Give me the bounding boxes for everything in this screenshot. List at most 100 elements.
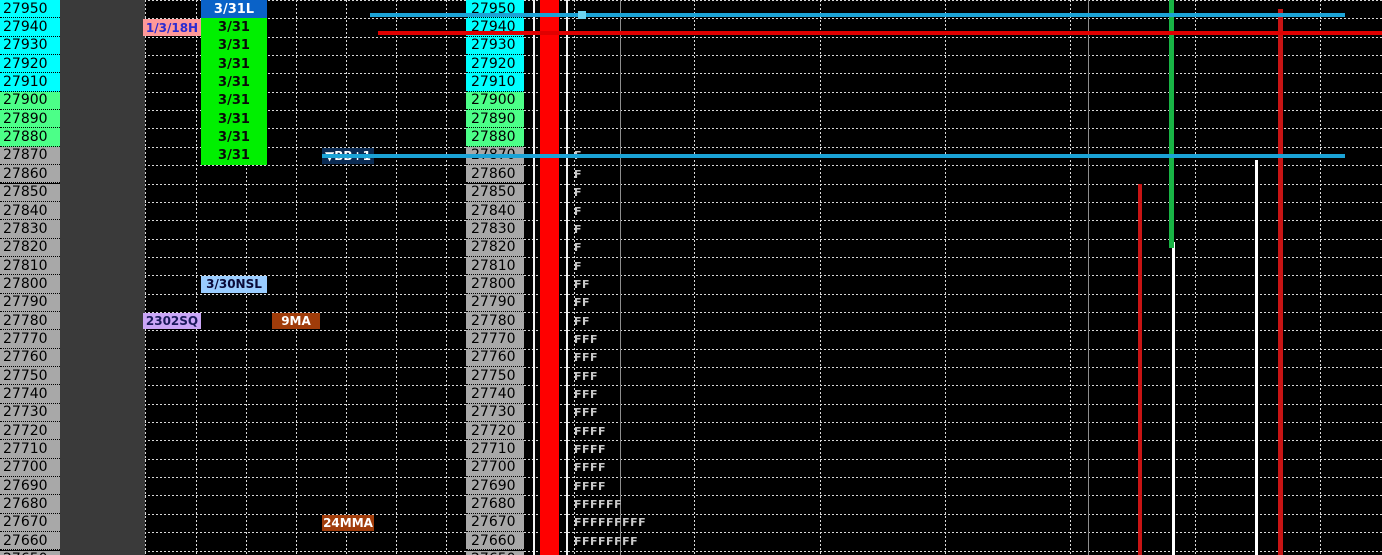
price-row-27800[interactable]: 27800 (0, 275, 60, 294)
price-row-27770[interactable]: 27770 (466, 330, 524, 349)
price-row-27760[interactable]: 27760 (466, 348, 524, 367)
price-row-27810[interactable]: 27810 (0, 256, 60, 276)
session-cell-27940[interactable]: 3/31 (218, 20, 250, 36)
session-cell-27900[interactable]: 3/31 (218, 93, 250, 109)
price-row-27900[interactable]: 27900 (466, 91, 524, 111)
price-row-27740[interactable]: 27740 (466, 385, 524, 404)
price-row-27910[interactable]: 27910 (466, 73, 524, 92)
price-row-27800[interactable]: 27800 (466, 275, 524, 294)
price-label: 27670 (3, 514, 48, 531)
session-cell-27910[interactable]: 3/31 (218, 75, 250, 91)
depth-row-27830: F (574, 222, 583, 236)
price-label: 27870 (471, 147, 516, 164)
session-cell-27880[interactable]: 3/31 (218, 130, 250, 146)
price-scale-right[interactable]: 27950 27940 27930 27920 27910 27900 27890 27880… (466, 0, 524, 555)
price-row-27830[interactable]: 27830 (0, 220, 60, 239)
price-row-27670[interactable]: 27670 (0, 513, 60, 533)
price-row-27830[interactable]: 27830 (466, 220, 524, 239)
price-row-27930[interactable]: 27930 (466, 36, 524, 56)
depth-row-27810: F (574, 259, 583, 273)
session-cell-27870[interactable]: 3/31 (218, 148, 250, 164)
depth-row-27730: FFF (574, 406, 599, 420)
price-row-27850[interactable]: 27850 (466, 183, 524, 202)
tag-9ma[interactable]: 9MA (272, 312, 320, 330)
price-row-27710[interactable]: 27710 (0, 440, 60, 459)
session-cell-27920[interactable]: 3/31 (218, 56, 250, 72)
price-row-27810[interactable]: 27810 (466, 256, 524, 276)
depth-row-27650: FFFFFFFF (574, 551, 638, 555)
price-row-27860[interactable]: 27860 (0, 165, 60, 184)
price-row-27670[interactable]: 27670 (466, 513, 524, 533)
price-label: 27680 (3, 496, 48, 513)
price-row-27730[interactable]: 27730 (0, 403, 60, 423)
depth-row-27740: FFF (574, 388, 599, 402)
price-row-27790[interactable]: 27790 (466, 293, 524, 312)
price-row-27740[interactable]: 27740 (0, 385, 60, 404)
price-label: 27950 (471, 0, 516, 17)
price-row-27720[interactable]: 27720 (0, 422, 60, 441)
session-green-block[interactable]: 3/31 3/31 3/31 3/31 3/31 3/31 3/31 3/31 (201, 18, 267, 166)
price-row-27950[interactable]: 27950 (0, 0, 60, 19)
price-row-27660[interactable]: 27660 (466, 532, 524, 551)
price-row-27880[interactable]: 27880 (0, 128, 60, 147)
session-cell-27890[interactable]: 3/31 (218, 111, 250, 127)
price-label: 27940 (471, 19, 516, 36)
price-label: 27930 (471, 37, 516, 54)
price-row-27890[interactable]: 27890 (466, 110, 524, 129)
price-row-27780[interactable]: 27780 (466, 311, 524, 331)
price-row-27710[interactable]: 27710 (466, 440, 524, 459)
price-row-27760[interactable]: 27760 (0, 348, 60, 367)
price-label: 27830 (3, 220, 48, 237)
price-row-27750[interactable]: 27750 (0, 367, 60, 386)
price-row-27690[interactable]: 27690 (0, 477, 60, 496)
price-row-27680[interactable]: 27680 (466, 495, 524, 514)
price-row-27900[interactable]: 27900 (0, 91, 60, 111)
price-row-27950[interactable]: 27950 (466, 0, 524, 19)
price-row-27690[interactable]: 27690 (466, 477, 524, 496)
tag-sq-2302[interactable]: 2302SQ (143, 312, 201, 330)
price-label: 27820 (471, 239, 516, 256)
price-row-27930[interactable]: 27930 (0, 36, 60, 56)
depth-row-27680: FFFFFF (574, 498, 623, 512)
price-label: 27720 (3, 422, 48, 439)
price-label: 27860 (471, 165, 516, 182)
tag-prev-night-low[interactable]: 3/30NSL (201, 276, 267, 293)
price-row-27720[interactable]: 27720 (466, 422, 524, 441)
price-row-27940[interactable]: 27940 (466, 18, 524, 37)
order-depth-column[interactable]: F F F F F F F FF FF FF FFF FFF FFF FFF FFF FFFF FFFF FFFF… (574, 0, 694, 555)
tag-24mma[interactable]: 24MMA (322, 514, 374, 532)
price-row-27730[interactable]: 27730 (466, 403, 524, 423)
price-label: 27910 (3, 74, 48, 91)
price-row-27660[interactable]: 27660 (0, 532, 60, 551)
price-row-27820[interactable]: 27820 (0, 238, 60, 257)
price-row-27840[interactable]: 27840 (0, 201, 60, 221)
price-row-27750[interactable]: 27750 (466, 367, 524, 386)
price-row-27890[interactable]: 27890 (0, 110, 60, 129)
price-row-27820[interactable]: 27820 (466, 238, 524, 257)
price-row-27870[interactable]: 27870 (0, 146, 60, 166)
price-row-27790[interactable]: 27790 (0, 293, 60, 312)
price-row-27920[interactable]: 27920 (0, 55, 60, 74)
price-label: 27790 (471, 294, 516, 311)
price-row-27680[interactable]: 27680 (0, 495, 60, 514)
price-row-27940[interactable]: 27940 (0, 18, 60, 37)
price-row-27910[interactable]: 27910 (0, 73, 60, 92)
price-row-27650[interactable]: 27650 (466, 550, 524, 555)
price-row-27700[interactable]: 27700 (466, 458, 524, 478)
price-row-27850[interactable]: 27850 (0, 183, 60, 202)
price-row-27770[interactable]: 27770 (0, 330, 60, 349)
session-cell-27930[interactable]: 3/31 (218, 38, 250, 54)
price-row-27780[interactable]: 27780 (0, 311, 60, 331)
tag-prev-high[interactable]: 1/3/18H (143, 19, 201, 36)
tag-bb-plus-one[interactable]: ▼BB+1 (322, 147, 374, 165)
price-row-27840[interactable]: 27840 (466, 201, 524, 221)
price-row-27700[interactable]: 27700 (0, 458, 60, 478)
price-row-27880[interactable]: 27880 (466, 128, 524, 147)
price-scale-left[interactable]: 27950 27940 27930 27920 27910 27900 27890 27880… (0, 0, 60, 555)
price-row-27920[interactable]: 27920 (466, 55, 524, 74)
session-header[interactable]: 3/31L (201, 0, 267, 19)
price-row-27870[interactable]: 27870 (466, 146, 524, 166)
price-row-27860[interactable]: 27860 (466, 165, 524, 184)
price-row-27650[interactable]: 27650 (0, 550, 60, 555)
price-label: 27700 (3, 459, 48, 476)
